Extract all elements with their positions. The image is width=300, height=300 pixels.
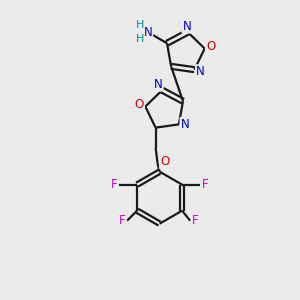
- Text: F: F: [111, 178, 117, 191]
- Text: H: H: [136, 34, 144, 44]
- Text: O: O: [160, 155, 169, 168]
- Text: N: N: [182, 20, 191, 33]
- Text: F: F: [202, 178, 208, 191]
- Text: O: O: [135, 98, 144, 111]
- Text: N: N: [154, 78, 163, 91]
- Text: F: F: [119, 214, 125, 227]
- Text: O: O: [206, 40, 215, 53]
- Text: H: H: [136, 20, 144, 30]
- Text: N: N: [196, 65, 205, 78]
- Text: N: N: [181, 118, 189, 131]
- Text: N: N: [144, 26, 152, 39]
- Text: F: F: [192, 214, 198, 227]
